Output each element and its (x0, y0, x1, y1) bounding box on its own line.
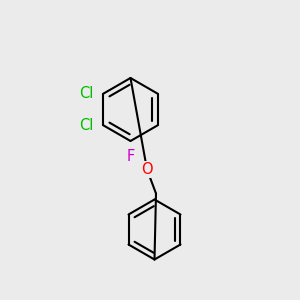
Text: Cl: Cl (80, 86, 94, 101)
Text: Cl: Cl (80, 118, 94, 133)
Text: O: O (141, 162, 153, 177)
Text: F: F (126, 149, 135, 164)
